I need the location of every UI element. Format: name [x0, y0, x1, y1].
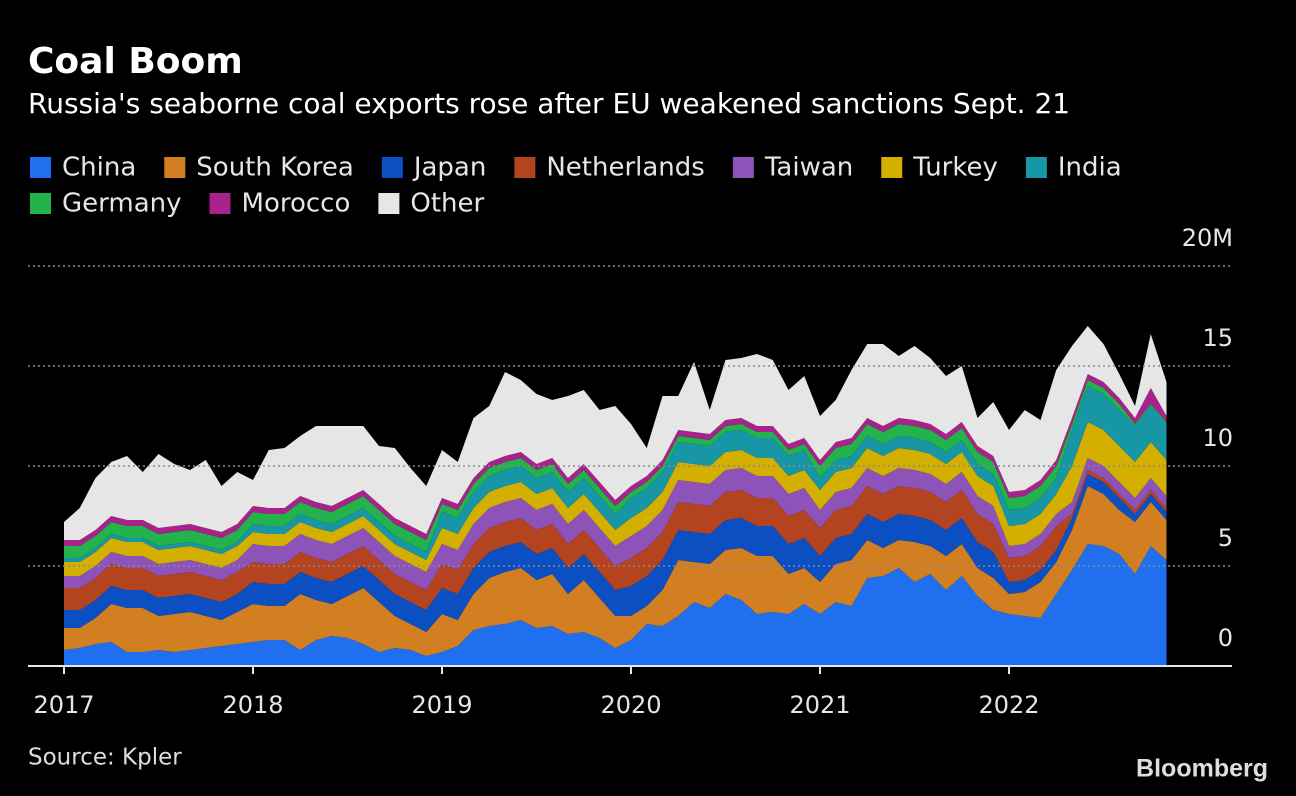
- legend-item: Japan: [381, 153, 487, 183]
- legend-item: Netherlands: [514, 153, 705, 183]
- area: [64, 470, 1167, 610]
- area: [64, 386, 1167, 562]
- area: [64, 544, 1167, 666]
- legend-swatch: [732, 157, 754, 178]
- legend-label: Germany: [62, 189, 182, 219]
- area: [64, 458, 1167, 590]
- y-tick-label: 20M: [1182, 224, 1233, 252]
- chart-title: Coal Boom: [28, 41, 243, 82]
- area: [64, 326, 1167, 540]
- y-tick-label: 10: [1202, 424, 1233, 452]
- legend-item: India: [1025, 153, 1122, 183]
- plot-area: 0 5 10 15 20M 2017 2018 2019 2020 2021 2022: [28, 224, 1233, 719]
- legend-item: Morocco: [209, 189, 351, 219]
- legend: China South Korea Japan Netherlands Taiwan Tu…: [30, 153, 1122, 219]
- legend-label: South Korea: [196, 153, 354, 183]
- legend-label: Other: [410, 189, 484, 219]
- legend-swatch: [381, 157, 403, 178]
- x-tick-label: 2022: [978, 691, 1039, 719]
- legend-label: Netherlands: [546, 153, 705, 183]
- x-tick-label: 2017: [33, 691, 94, 719]
- legend-label: Japan: [412, 153, 487, 183]
- legend-label: Morocco: [242, 189, 351, 219]
- legend-swatch: [514, 157, 536, 178]
- area: [64, 474, 1167, 632]
- source: Source: Kpler: [28, 745, 182, 771]
- legend-swatch: [378, 193, 400, 214]
- x-tick-label: 2020: [600, 691, 661, 719]
- legend-swatch: [209, 193, 231, 214]
- legend-item: China: [30, 153, 136, 183]
- legend-swatch: [30, 157, 51, 178]
- legend-swatch: [30, 193, 51, 214]
- legend-swatch: [1025, 157, 1047, 178]
- x-tick-label: 2018: [222, 691, 283, 719]
- legend-label: Turkey: [912, 153, 998, 183]
- legend-item: Other: [378, 189, 485, 219]
- legend-label: Taiwan: [764, 153, 853, 183]
- area: [64, 486, 1167, 656]
- y-tick-label: 0: [1218, 624, 1233, 652]
- y-tick-label: 15: [1202, 324, 1233, 352]
- area: [64, 374, 1167, 546]
- y-tick-label: 5: [1218, 524, 1233, 552]
- legend-item: South Korea: [164, 153, 354, 183]
- x-tick-label: 2019: [411, 691, 472, 719]
- logo: Bloomberg: [1136, 755, 1268, 783]
- area: [64, 422, 1167, 576]
- legend-item: Taiwan: [732, 153, 853, 183]
- area: [64, 380, 1167, 558]
- legend-label: India: [1058, 153, 1122, 183]
- legend-label: China: [62, 153, 136, 183]
- legend-swatch: [164, 157, 186, 178]
- legend-item: Turkey: [881, 153, 998, 183]
- legend-item: Germany: [30, 189, 182, 219]
- x-tick-label: 2021: [789, 691, 850, 719]
- chart-subtitle: Russia's seaborne coal exports rose afte…: [28, 87, 1070, 120]
- legend-swatch: [881, 157, 903, 178]
